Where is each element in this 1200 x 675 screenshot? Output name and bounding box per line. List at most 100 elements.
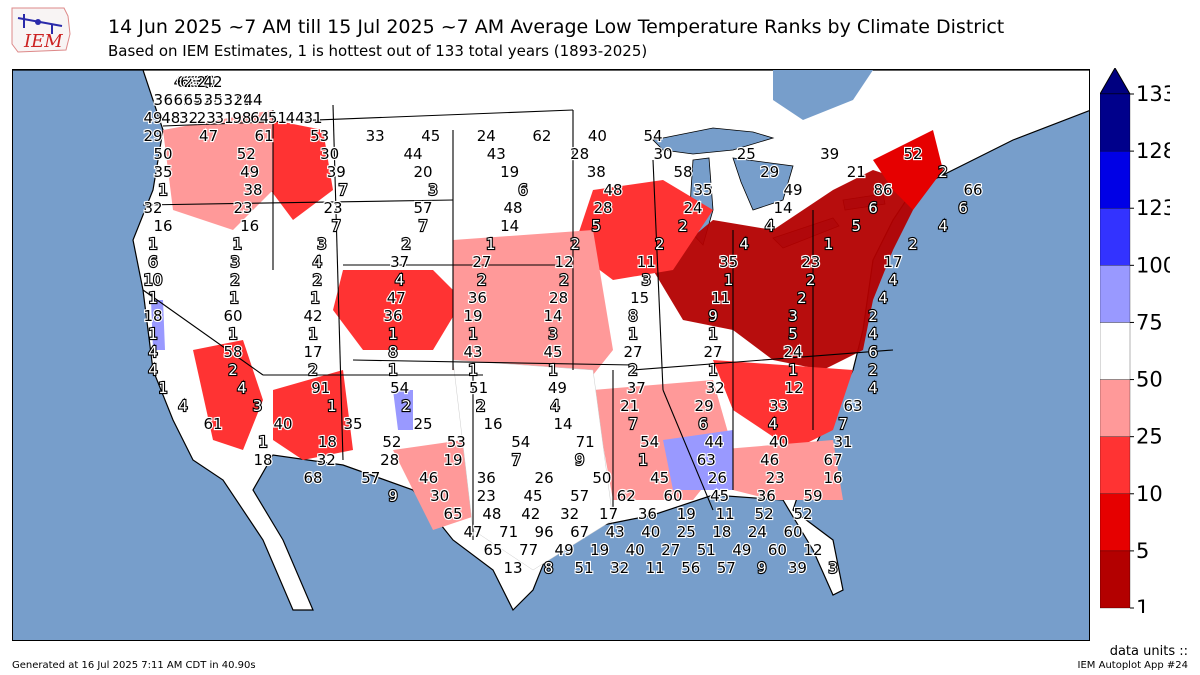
- district-rank-label: 28: [570, 145, 589, 163]
- district-rank-label: 47: [199, 127, 218, 145]
- district-rank-label: 1: [468, 361, 478, 379]
- district-rank-label: 26: [535, 469, 554, 487]
- units-label: data units ::: [1109, 644, 1188, 659]
- district-rank-label: 1: [228, 325, 238, 343]
- district-rank-label: 2: [678, 217, 688, 235]
- iem-logo[interactable]: IEM: [8, 4, 74, 58]
- district-rank-label: 21: [847, 163, 866, 181]
- district-rank-label: 65: [177, 73, 196, 91]
- district-rank-label: 2: [655, 235, 665, 253]
- district-rank-label: 29: [143, 127, 162, 145]
- map-canvas: 4465642824343422942306663645238533129444…: [13, 70, 1089, 612]
- district-rank-label: 35: [343, 415, 362, 433]
- district-rank-label: 7: [838, 415, 848, 433]
- district-rank-label: 6: [518, 181, 528, 199]
- district-rank-label: 3: [828, 559, 838, 577]
- district-rank-label: 14: [500, 217, 519, 235]
- district-rank-label: 29: [233, 91, 252, 109]
- region-rank-10-25-co: [333, 270, 463, 350]
- district-rank-label: 48: [503, 199, 522, 217]
- district-rank-label: 45: [710, 487, 729, 505]
- district-rank-label: 17: [303, 343, 322, 361]
- colorbar-tick-label: 100: [1136, 253, 1170, 277]
- map-subtitle: Based on IEM Estimates, 1 is hottest out…: [108, 42, 648, 60]
- district-rank-label: 38: [243, 181, 262, 199]
- district-rank-label: 32: [706, 379, 725, 397]
- district-rank-label: 68: [303, 469, 322, 487]
- colorbar-extend-arrow: [1099, 66, 1131, 95]
- district-rank-label: 26: [708, 469, 727, 487]
- district-rank-label: 44: [173, 73, 192, 91]
- colorbar-bin: [1099, 550, 1131, 609]
- district-rank-label: 27: [703, 343, 722, 361]
- district-rank-label: 49: [555, 541, 574, 559]
- district-rank-label: 44: [243, 91, 262, 109]
- district-rank-label: 9: [388, 487, 398, 505]
- district-rank-label: 32: [560, 505, 579, 523]
- district-rank-label: 66: [963, 181, 982, 199]
- district-rank-label: 71: [576, 433, 595, 451]
- district-rank-label: 8: [628, 307, 638, 325]
- district-rank-label: 58: [223, 343, 242, 361]
- district-rank-label: 16: [823, 469, 842, 487]
- district-rank-label: 12: [555, 253, 574, 271]
- district-rank-label: 2: [402, 235, 412, 253]
- district-rank-label: 61: [255, 127, 274, 145]
- district-rank-label: 4: [178, 397, 188, 415]
- district-rank-label: 49: [143, 109, 162, 127]
- district-rank-label: 40: [626, 541, 645, 559]
- colorbar-svg: 1 5 10 25 50 75 100 123 128 133: [1099, 66, 1176, 620]
- district-rank-label: 35: [719, 253, 738, 271]
- region-rank-25-50-d: [713, 440, 843, 500]
- district-rank-label: 64: [180, 73, 199, 91]
- district-rank-label: 36: [757, 487, 776, 505]
- district-rank-label: 1: [468, 325, 478, 343]
- district-rank-label: 16: [153, 217, 172, 235]
- district-rank-label: 2: [908, 235, 918, 253]
- district-rank-label: 16: [483, 415, 502, 433]
- district-rank-label: 2: [628, 361, 638, 379]
- district-rank-label: 18: [253, 451, 272, 469]
- district-rank-label: 47: [387, 289, 406, 307]
- district-rank-label: 1: [548, 361, 558, 379]
- district-rank-label: 31: [215, 109, 234, 127]
- svg-text:IEM: IEM: [23, 31, 63, 52]
- district-rank-label: 3: [317, 235, 327, 253]
- district-rank-label: 2: [570, 235, 580, 253]
- district-rank-label: 60: [223, 307, 242, 325]
- district-rank-label: 4: [550, 397, 560, 415]
- colorbar-bin: [1099, 265, 1131, 323]
- district-rank-label: 4: [148, 343, 158, 361]
- colorbar-ticks: 1 5 10 25 50 75 100 123 128 133: [1130, 82, 1176, 620]
- district-rank-label: 42: [203, 73, 222, 91]
- district-rank-label: 18: [143, 307, 162, 325]
- colorbar-bins: [1099, 93, 1131, 609]
- district-rank-label: 32: [317, 451, 336, 469]
- district-rank-label: 19: [500, 163, 519, 181]
- district-rank-label: 4: [868, 379, 878, 397]
- district-rank-label: 3: [253, 397, 263, 415]
- district-rank-label: 27: [472, 253, 491, 271]
- district-rank-label: 7: [338, 181, 348, 199]
- district-rank-label: 5: [592, 217, 602, 235]
- district-rank-label: 4: [878, 289, 888, 307]
- district-rank-label: 38: [203, 91, 222, 109]
- district-rank-label: 4: [938, 217, 948, 235]
- district-rank-label: 42: [521, 505, 540, 523]
- district-rank-label: 4: [768, 415, 778, 433]
- district-rank-label: 1: [708, 325, 718, 343]
- district-rank-label: 51: [697, 541, 716, 559]
- district-rank-label: 47: [463, 523, 482, 541]
- district-rank-label: 46: [419, 469, 438, 487]
- region-rank-1-5: [653, 170, 913, 370]
- district-rank-label: 9: [575, 451, 585, 469]
- district-rank-label: 34: [193, 73, 212, 91]
- district-rank-label: 12: [785, 379, 804, 397]
- lake-huron: [732, 157, 794, 211]
- district-rank-label: 11: [646, 559, 665, 577]
- region-rank-10-25-ca: [193, 340, 263, 450]
- district-rank-label: 1: [724, 271, 734, 289]
- district-rank-label: 52: [193, 91, 212, 109]
- district-rank-label: 2: [938, 163, 948, 181]
- district-rank-label: 11: [716, 505, 735, 523]
